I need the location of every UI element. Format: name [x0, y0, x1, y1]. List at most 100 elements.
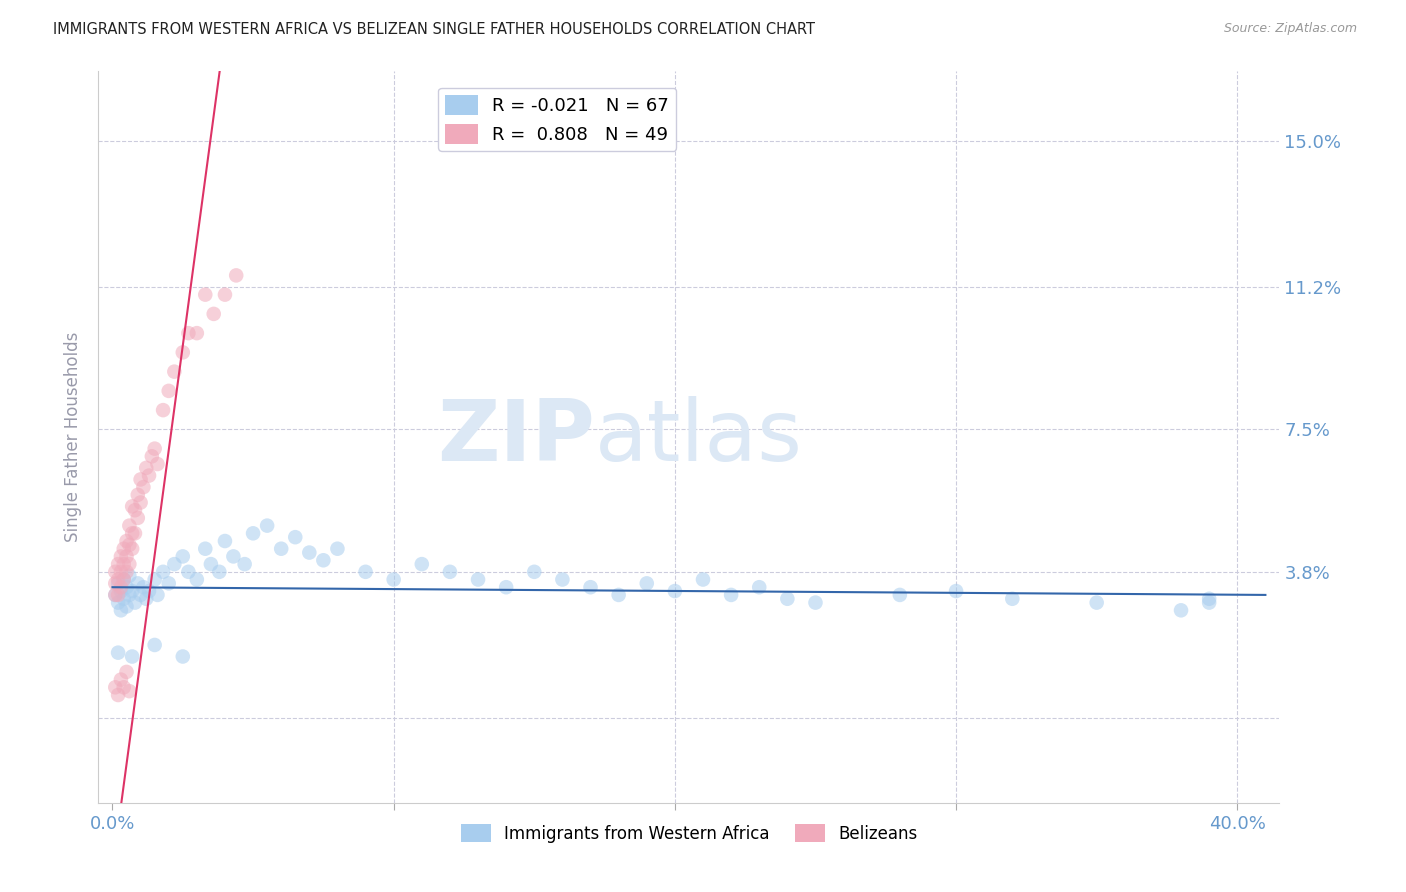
Text: IMMIGRANTS FROM WESTERN AFRICA VS BELIZEAN SINGLE FATHER HOUSEHOLDS CORRELATION : IMMIGRANTS FROM WESTERN AFRICA VS BELIZE… [53, 22, 815, 37]
Point [118, 568, 141, 582]
Point [157, 576, 180, 591]
Point [298, 545, 321, 559]
Text: Source: ZipAtlas.com: Source: ZipAtlas.com [1223, 22, 1357, 36]
Point [664, 584, 686, 599]
Point [467, 573, 489, 587]
Point [202, 307, 225, 321]
Point [115, 665, 138, 679]
Point [152, 403, 174, 417]
Point [138, 468, 160, 483]
Point [222, 549, 245, 564]
Point [172, 549, 194, 564]
Point [127, 576, 149, 591]
Point [112, 573, 135, 587]
Point [118, 588, 141, 602]
Point [636, 576, 658, 591]
Point [135, 461, 157, 475]
Point [132, 480, 155, 494]
Point [242, 526, 264, 541]
Point [124, 503, 146, 517]
Point [115, 534, 138, 549]
Point [312, 553, 335, 567]
Point [186, 326, 208, 340]
Point [127, 511, 149, 525]
Point [112, 573, 135, 587]
Point [186, 573, 208, 587]
Point [146, 588, 169, 602]
Point [121, 649, 143, 664]
Point [157, 384, 180, 398]
Text: atlas: atlas [595, 395, 803, 479]
Point [107, 573, 129, 587]
Point [579, 580, 602, 594]
Point [115, 565, 138, 579]
Point [132, 580, 155, 594]
Point [720, 588, 742, 602]
Point [225, 268, 247, 283]
Point [143, 573, 166, 587]
Point [172, 345, 194, 359]
Point [121, 526, 143, 541]
Point [107, 688, 129, 702]
Point [112, 681, 135, 695]
Point [270, 541, 292, 556]
Point [1170, 603, 1192, 617]
Point [110, 603, 132, 617]
Point [115, 599, 138, 614]
Point [607, 588, 630, 602]
Point [354, 565, 377, 579]
Text: ZIP: ZIP [437, 395, 595, 479]
Point [152, 565, 174, 579]
Legend: Immigrants from Western Africa, Belizeans: Immigrants from Western Africa, Belizean… [454, 818, 924, 849]
Point [129, 588, 152, 602]
Point [163, 365, 186, 379]
Point [889, 588, 911, 602]
Point [110, 580, 132, 594]
Point [200, 557, 222, 571]
Point [107, 646, 129, 660]
Point [118, 684, 141, 698]
Point [104, 681, 127, 695]
Point [107, 596, 129, 610]
Point [1198, 596, 1220, 610]
Point [214, 534, 236, 549]
Point [129, 495, 152, 509]
Point [112, 591, 135, 606]
Point [127, 488, 149, 502]
Point [194, 541, 217, 556]
Point [124, 526, 146, 541]
Point [411, 557, 433, 571]
Point [523, 565, 546, 579]
Point [104, 576, 127, 591]
Point [115, 580, 138, 594]
Point [551, 573, 574, 587]
Point [143, 442, 166, 456]
Point [104, 588, 127, 602]
Point [118, 557, 141, 571]
Point [1001, 591, 1024, 606]
Point [110, 549, 132, 564]
Point [138, 584, 160, 599]
Point [692, 573, 714, 587]
Y-axis label: Single Father Households: Single Father Households [65, 332, 83, 542]
Point [177, 565, 200, 579]
Point [382, 573, 405, 587]
Point [107, 576, 129, 591]
Point [118, 538, 141, 552]
Point [135, 591, 157, 606]
Point [163, 557, 186, 571]
Point [112, 541, 135, 556]
Point [439, 565, 461, 579]
Point [804, 596, 827, 610]
Point [121, 500, 143, 514]
Point [214, 287, 236, 301]
Point [284, 530, 307, 544]
Point [495, 580, 517, 594]
Point [110, 673, 132, 687]
Point [124, 596, 146, 610]
Point [118, 518, 141, 533]
Point [104, 588, 127, 602]
Point [107, 557, 129, 571]
Point [143, 638, 166, 652]
Point [115, 549, 138, 564]
